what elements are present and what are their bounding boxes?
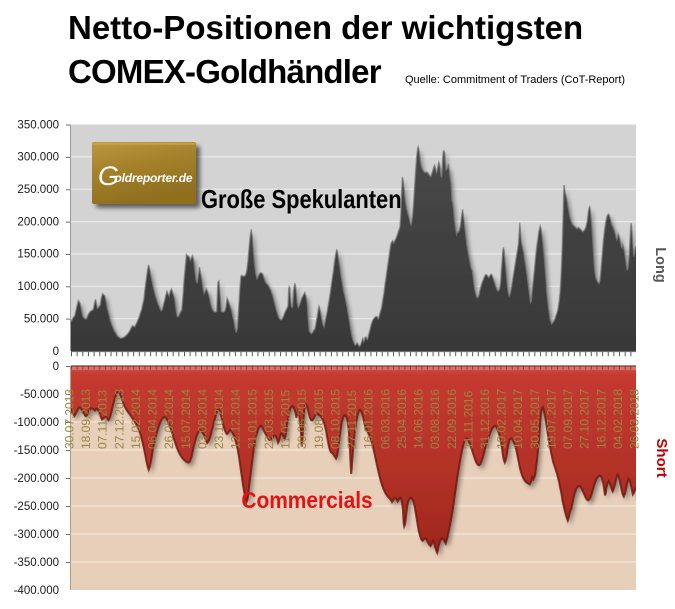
svg-text:Short: Short: [653, 438, 670, 477]
svg-text:250.000: 250.000: [17, 184, 59, 196]
svg-text:-50.000: -50.000: [20, 389, 59, 401]
svg-text:0: 0: [53, 346, 59, 358]
svg-text:15.02.2014: 15.02.2014: [129, 389, 143, 449]
svg-text:-100.000: -100.000: [14, 417, 59, 429]
svg-text:-400.000: -400.000: [14, 585, 59, 597]
svg-text:04.02.2018: 04.02.2018: [611, 389, 625, 449]
svg-text:18.09.2013: 18.09.2013: [79, 389, 93, 449]
svg-text:27.10.2017: 27.10.2017: [578, 389, 592, 449]
svg-text:15.07.2014: 15.07.2014: [179, 389, 193, 449]
svg-text:G: G: [98, 161, 119, 191]
svg-text:30.06.2015: 30.06.2015: [295, 389, 309, 449]
svg-text:06.04.2014: 06.04.2014: [146, 389, 160, 449]
svg-text:31.01.2015: 31.01.2015: [245, 389, 259, 449]
svg-text:22.03.2015: 22.03.2015: [262, 389, 276, 449]
svg-text:50.000: 50.000: [24, 313, 59, 325]
svg-text:10.04.2017: 10.04.2017: [511, 389, 525, 449]
svg-text:-300.000: -300.000: [14, 529, 59, 541]
svg-text:06.03.2016: 06.03.2016: [378, 389, 392, 449]
svg-text:11.05.2015: 11.05.2015: [279, 390, 293, 449]
svg-text:03.08.2016: 03.08.2016: [428, 389, 442, 449]
svg-text:200.000: 200.000: [17, 216, 59, 228]
svg-text:25.04.2016: 25.04.2016: [395, 389, 409, 449]
svg-text:07.11.2013: 07.11.2013: [96, 390, 110, 449]
svg-text:26.03.2018: 26.03.2018: [628, 389, 642, 449]
svg-text:14.06.2016: 14.06.2016: [412, 389, 426, 449]
svg-text:31.12.2016: 31.12.2016: [478, 389, 492, 449]
svg-text:-350.000: -350.000: [14, 557, 59, 569]
svg-text:23.10.2014: 23.10.2014: [212, 389, 226, 449]
svg-text:16.01.2016: 16.01.2016: [362, 389, 376, 449]
svg-text:100.000: 100.000: [17, 281, 59, 293]
svg-text:11.11.2016: 11.11.2016: [461, 390, 475, 449]
svg-text:Große Spekulanten: Große Spekulanten: [201, 185, 402, 214]
svg-text:150.000: 150.000: [17, 249, 59, 261]
svg-text:16.12.2017: 16.12.2017: [594, 389, 608, 449]
svg-text:0: 0: [53, 361, 59, 373]
svg-text:19.02.2017: 19.02.2017: [495, 389, 509, 449]
svg-text:27.12.2013: 27.12.2013: [112, 389, 126, 449]
svg-text:-250.000: -250.000: [14, 501, 59, 513]
svg-text:Long: Long: [652, 247, 668, 282]
svg-text:19.08.2015: 19.08.2015: [312, 389, 326, 449]
svg-text:oldreporter.de: oldreporter.de: [115, 171, 193, 185]
svg-text:-150.000: -150.000: [14, 445, 59, 457]
svg-text:26.05.2014: 26.05.2014: [162, 389, 176, 449]
svg-text:19.07.2017: 19.07.2017: [545, 389, 559, 449]
svg-text:300.000: 300.000: [17, 152, 59, 164]
svg-text:27.11.2015: 27.11.2015: [345, 390, 359, 449]
svg-text:22.09.2016: 22.09.2016: [445, 389, 459, 449]
svg-text:350.000: 350.000: [17, 119, 59, 131]
svg-text:08.10.2015: 08.10.2015: [328, 389, 342, 449]
svg-text:Commercials: Commercials: [241, 487, 372, 513]
svg-text:03.09.2014: 03.09.2014: [196, 389, 210, 449]
svg-text:07.09.2017: 07.09.2017: [561, 389, 575, 449]
svg-text:-200.000: -200.000: [14, 473, 59, 485]
svg-text:30.05.2017: 30.05.2017: [528, 389, 542, 449]
svg-text:12.12.2014: 12.12.2014: [229, 389, 243, 449]
svg-text:30.07.2013: 30.07.2013: [63, 389, 77, 449]
